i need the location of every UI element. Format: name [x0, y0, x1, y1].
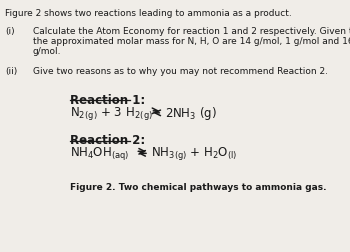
Text: NH$_3$$_\mathregular{(g)}$ + H$_2$O$_\mathregular{(l)}$: NH$_3$$_\mathregular{(g)}$ + H$_2$O$_\ma…	[151, 145, 237, 162]
Text: (ii): (ii)	[5, 67, 17, 76]
Text: Figure 2 shows two reactions leading to ammonia as a product.: Figure 2 shows two reactions leading to …	[5, 9, 292, 18]
Text: Reaction 2:: Reaction 2:	[70, 134, 146, 146]
Text: (i): (i)	[5, 26, 15, 36]
Text: Reaction 1:: Reaction 1:	[70, 93, 146, 106]
Text: NH$_4$OH$_\mathregular{(aq)}$: NH$_4$OH$_\mathregular{(aq)}$	[70, 145, 130, 162]
Text: Give two reasons as to why you may not recommend Reaction 2.: Give two reasons as to why you may not r…	[33, 67, 328, 76]
Text: Calculate the Atom Economy for reaction 1 and 2 respectively. Given that
the app: Calculate the Atom Economy for reaction …	[33, 26, 350, 56]
Text: Figure 2. Two chemical pathways to ammonia gas.: Figure 2. Two chemical pathways to ammon…	[70, 183, 327, 192]
Text: N$_2$$_\mathregular{(g)}$ + 3 H$_2$$_\mathregular{(g)}$: N$_2$$_\mathregular{(g)}$ + 3 H$_2$$_\ma…	[70, 105, 153, 121]
Text: 2NH$_3$ $\mathregular{(g)}$: 2NH$_3$ $\mathregular{(g)}$	[165, 105, 217, 121]
